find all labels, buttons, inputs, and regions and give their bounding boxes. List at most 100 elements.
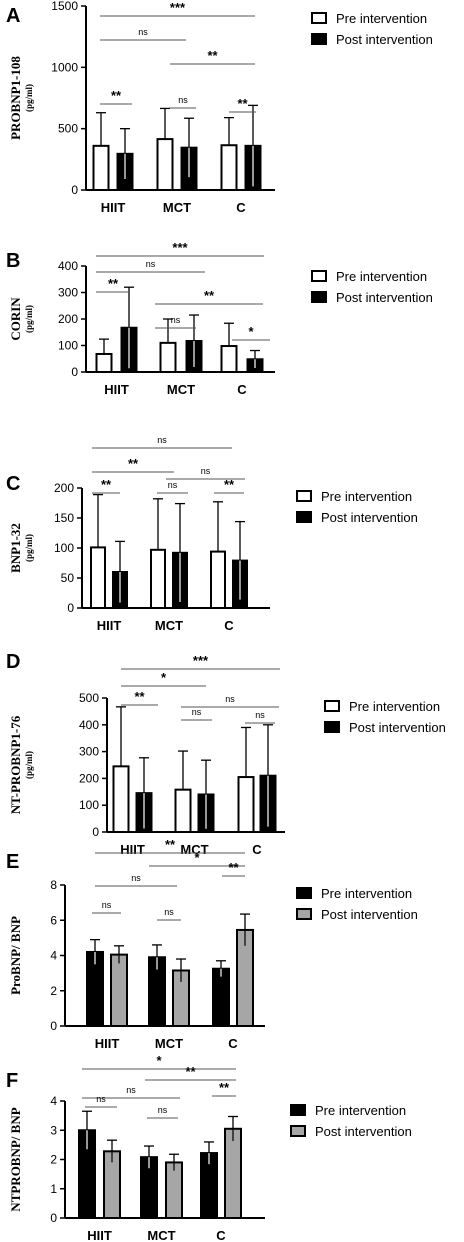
significance-label: ** (108, 276, 119, 291)
significance-label: ** (224, 477, 235, 492)
y-tick-label: 4 (50, 949, 57, 963)
y-tick-label: 300 (58, 286, 78, 300)
bar-c-pre (212, 967, 230, 1027)
bar-mct-pre (150, 548, 166, 609)
significance-label: ns (157, 435, 167, 445)
legend-label: Pre intervention (315, 1103, 406, 1118)
y-tick-label: 200 (54, 481, 74, 495)
legend-swatch (311, 291, 327, 303)
significance-label: ** (101, 477, 112, 492)
legend-swatch (324, 700, 340, 712)
x-category-label: HIIT (97, 618, 122, 633)
chart-panel-d: D 0 100 200 300 400 500 NT-PROBNP1-76 (pg/ml) HII… (6, 651, 446, 857)
panel-letter: E (6, 851, 19, 873)
legend-swatch (290, 1104, 306, 1116)
y-tick-label: 1 (50, 1182, 57, 1196)
x-category-label: HIIT (120, 842, 145, 857)
significance-label: ns (146, 259, 156, 269)
y-tick-label: 50 (61, 571, 75, 585)
significance-label: *** (193, 653, 209, 668)
y-tick-label: 2 (50, 1153, 57, 1167)
legend-swatch (296, 490, 312, 502)
chart-panel-a: A 0 500 1000 1500 PROBNP1-108 (pg/ml) HIIT MCT C *… (6, 0, 433, 215)
y-tick-label: 0 (71, 183, 78, 197)
x-category-label: C (236, 200, 246, 215)
legend-label: Post intervention (336, 32, 433, 47)
bar-mct-pre (156, 138, 174, 192)
legend-swatch (311, 12, 327, 24)
significance-label: ** (237, 96, 248, 111)
y-axis-label: PROBNP1-108 (8, 56, 23, 140)
x-category-label: C (252, 842, 262, 857)
y-tick-label: 100 (79, 798, 99, 812)
bar-mct-pre (159, 341, 177, 374)
y-tick-label: 0 (50, 1211, 57, 1225)
y-tick-label: 100 (54, 541, 74, 555)
significance-label: * (161, 670, 167, 685)
x-category-label: C (228, 1036, 238, 1051)
bar-hiit-pre (112, 765, 130, 834)
panel-letter: C (6, 473, 20, 495)
significance-label: ns (138, 27, 148, 37)
bar-c-pre (220, 345, 238, 373)
significance-label: *** (172, 240, 188, 255)
legend-label: Post intervention (321, 907, 418, 922)
y-tick-label: 0 (92, 825, 99, 839)
significance-label: * (248, 324, 254, 339)
significance-label: ns (102, 900, 112, 910)
x-category-label: MCT (155, 1036, 183, 1051)
legend-swatch (290, 1125, 306, 1137)
significance-label: ns (255, 710, 265, 720)
bar-c-pre (210, 550, 226, 609)
x-category-label: HIIT (101, 200, 126, 215)
significance-label: ns (158, 1105, 168, 1115)
bar-c-post (224, 1127, 242, 1219)
significance-label: *** (170, 0, 186, 15)
significance-label: ns (201, 466, 211, 476)
significance-label: ** (207, 48, 218, 63)
y-tick-label: 4 (50, 1094, 57, 1108)
bar-hiit-pre (95, 352, 113, 374)
y-tick-label: 0 (50, 1019, 57, 1033)
bar-hiit-post (110, 953, 128, 1028)
y-tick-label: 400 (58, 259, 78, 273)
significance-label: ns (126, 1085, 136, 1095)
bar-c-pre (237, 776, 255, 833)
panel-letter: D (6, 651, 20, 673)
y-tick-label: 400 (79, 718, 99, 732)
legend-label: Pre intervention (336, 11, 427, 26)
legend-swatch (311, 270, 327, 282)
y-tick-label: 8 (50, 878, 57, 892)
legend-swatch (296, 908, 312, 920)
significance-label: ns (168, 480, 178, 490)
y-tick-label: 1500 (51, 0, 78, 13)
y-axis-label: NT-PROBNP1-76 (8, 715, 23, 814)
x-category-label: HIIT (87, 1228, 112, 1242)
x-category-label: MCT (167, 382, 195, 397)
legend-label: Pre intervention (336, 269, 427, 284)
bar-mct-post (165, 1161, 183, 1220)
legend-label: Post intervention (315, 1124, 412, 1139)
significance-label: ns (171, 315, 181, 325)
significance-label: ns (225, 694, 235, 704)
significance-label: * (156, 1053, 162, 1068)
y-tick-label: 0 (71, 365, 78, 379)
significance-label: ** (228, 860, 239, 875)
significance-label: ns (178, 95, 188, 105)
y-axis-label: CORIN (8, 297, 23, 341)
legend-label: Post intervention (349, 720, 446, 735)
y-tick-label: 2 (50, 984, 57, 998)
legend-swatch (296, 511, 312, 523)
legend-label: Pre intervention (349, 699, 440, 714)
significance-label: ** (111, 88, 122, 103)
significance-label: ns (164, 907, 174, 917)
legend-swatch (324, 721, 340, 733)
y-axis-label: ProBNP/ BNP (8, 916, 23, 995)
y-tick-label: 200 (58, 312, 78, 326)
legend-swatch (311, 33, 327, 45)
x-category-label: MCT (147, 1228, 175, 1242)
significance-label: ns (131, 873, 141, 883)
significance-label: ** (185, 1064, 196, 1079)
panel-letter: B (6, 250, 20, 272)
y-axis-unit: (pg/ml) (24, 751, 34, 779)
